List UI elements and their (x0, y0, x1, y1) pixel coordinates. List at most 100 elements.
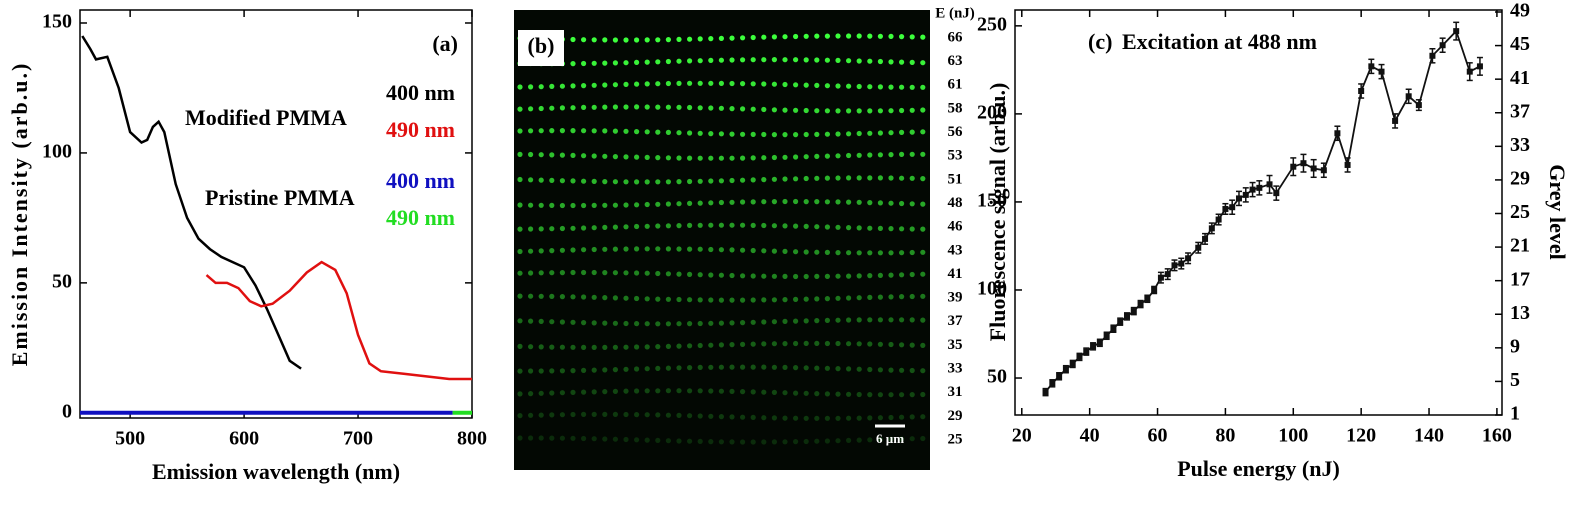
fluorescent-dot (824, 131, 831, 137)
row-label: 66 (948, 29, 964, 45)
fluorescent-dot (920, 60, 926, 66)
fluorescent-dot (867, 175, 873, 181)
fluorescent-dot (549, 128, 555, 134)
fluorescent-dot (528, 391, 534, 397)
fluorescent-dot (835, 250, 841, 256)
fluorescent-dot (793, 318, 799, 324)
point (1185, 255, 1192, 262)
fluorescent-dot (665, 388, 672, 394)
fluorescent-dot (793, 132, 799, 138)
fluorescent-dot (846, 225, 852, 231)
fluorescent-dot (559, 225, 566, 232)
row-label: 39 (948, 290, 963, 306)
fluorescent-dot (771, 199, 778, 205)
fluorescent-dot (750, 341, 756, 347)
fluorescent-dot (708, 222, 714, 228)
panel-label: (b) (528, 33, 555, 58)
fluorescent-dot (602, 224, 608, 230)
fluorescent-dot (856, 341, 862, 347)
fluorescent-dot (581, 202, 587, 209)
fluorescent-dot (644, 412, 650, 418)
x-tick-label: 800 (457, 428, 487, 450)
y2-tick-label: 21 (1510, 235, 1530, 257)
fluorescent-dot (771, 81, 778, 87)
fluorescent-dot (655, 344, 661, 350)
fluorescent-dot (835, 175, 841, 181)
fluorescent-dot (708, 246, 714, 253)
fluorescent-dot (538, 270, 544, 276)
fluorescent-dot (676, 80, 682, 86)
fluorescent-dot (856, 199, 862, 205)
x-tick-label: 100 (1278, 425, 1308, 447)
x-tick-label: 40 (1080, 425, 1100, 447)
fluorescent-dot (549, 390, 555, 396)
fluorescent-dot (920, 34, 926, 40)
fluorescent-dot (867, 84, 873, 90)
fluorescent-dot (708, 131, 714, 137)
fluorescent-dot (697, 272, 703, 278)
y2-tick-label: 49 (1510, 0, 1530, 22)
x-tick-label: 120 (1346, 425, 1376, 447)
fluorescent-dot (771, 132, 778, 138)
fluorescent-dot (634, 295, 640, 302)
fluorescent-dot (750, 199, 756, 205)
fluorescent-dot (644, 296, 650, 302)
fluorescent-dot (846, 317, 852, 323)
fluorescent-dot (750, 177, 756, 183)
row-label: 31 (948, 384, 963, 400)
fluorescent-dot (761, 439, 767, 445)
fluorescent-dot (750, 389, 756, 395)
panel-label: (c) (1088, 29, 1112, 54)
row-label: 41 (948, 266, 963, 282)
fluorescent-dot (634, 270, 640, 276)
fluorescent-dot (814, 415, 820, 421)
fluorescent-dot (559, 178, 566, 184)
fluorescent-dot (591, 411, 597, 417)
fluorescent-dot (517, 106, 523, 112)
fluorescent-dot (697, 438, 703, 444)
fluorescent-dot (793, 296, 799, 302)
fluorescent-dot (899, 317, 905, 323)
fluorescent-dot (581, 83, 587, 89)
fluorescent-dot (644, 270, 650, 276)
legend-label: 400 nm (386, 168, 455, 193)
fluorescent-dot (559, 270, 566, 276)
fluorescent-dot (761, 341, 767, 347)
y2-tick-label: 1 (1510, 403, 1520, 425)
fluorescent-dot (824, 33, 831, 39)
fluorescent-dot (581, 269, 587, 276)
fluorescent-dot (634, 246, 640, 252)
fluorescent-dot (697, 58, 703, 64)
fluorescent-dot (687, 365, 693, 371)
fluorescent-dot (824, 108, 831, 114)
fluorescent-dot (517, 270, 523, 276)
fluorescent-dot (718, 439, 725, 445)
fluorescent-dot (899, 151, 905, 157)
fluorescent-dot (517, 202, 523, 208)
point (1242, 191, 1249, 198)
fluorescent-dot (909, 392, 915, 398)
fluorescent-dot (824, 57, 831, 63)
fluorescent-dot (835, 199, 841, 205)
fluorescent-dot (612, 104, 619, 110)
fluorescent-dot (750, 106, 756, 112)
fluorescent-dot (740, 273, 746, 279)
fluorescent-dot (591, 320, 597, 326)
point (1256, 184, 1263, 191)
fluorescent-dot (835, 295, 841, 301)
fluorescent-dot (793, 107, 799, 113)
fluorescent-dot (655, 270, 661, 277)
fluorescent-dot (549, 293, 555, 299)
fluorescent-dot (846, 108, 852, 114)
fluorescent-dot (687, 200, 693, 206)
fluorescent-dot (814, 318, 820, 324)
fluorescent-dot (867, 200, 873, 206)
fluorescent-dot (559, 105, 566, 111)
fluorescent-dot (581, 225, 587, 231)
point (1320, 167, 1327, 174)
fluorescent-dot (581, 435, 587, 442)
fluorescent-dot (676, 130, 682, 136)
fluorescent-dot (538, 226, 544, 232)
fluorescent-dot (517, 293, 523, 299)
fluorescent-dot (867, 108, 873, 114)
